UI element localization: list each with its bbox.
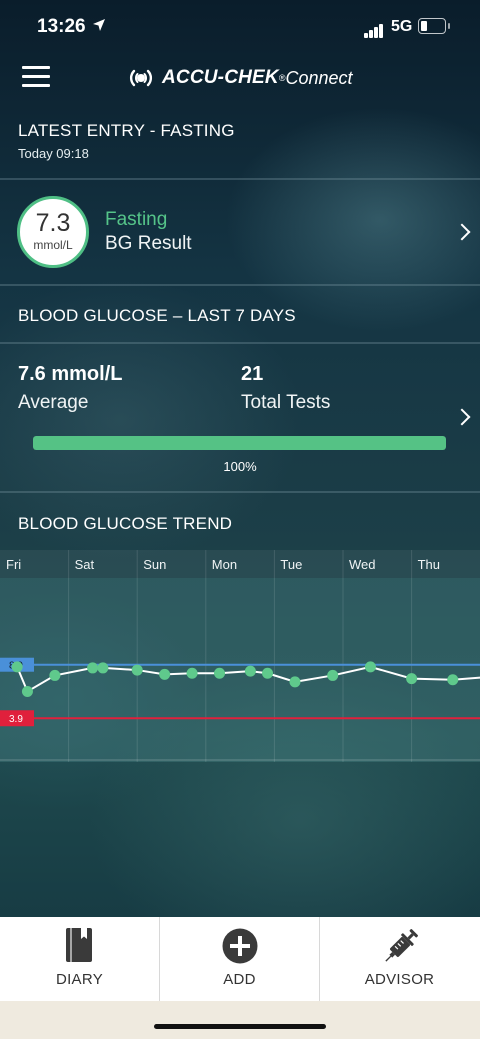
home-indicator[interactable] xyxy=(154,1024,326,1029)
glucose-data-point xyxy=(364,661,376,673)
chart-plot-area xyxy=(0,578,480,762)
meal-tag: Fasting xyxy=(105,209,168,230)
battery-icon xyxy=(418,18,450,34)
bottom-nav: DIARY ADD ADVISOR xyxy=(0,917,480,1001)
nav-add[interactable]: ADD xyxy=(160,917,319,1001)
glucose-data-point xyxy=(214,667,226,679)
accu-chek-logo-icon xyxy=(129,69,153,87)
signal-icon xyxy=(364,20,384,38)
glucose-data-point xyxy=(159,668,171,680)
latest-entry-title: LATEST ENTRY - FASTING xyxy=(18,121,235,140)
glucose-data-point xyxy=(87,662,99,674)
entry-type: BG Result xyxy=(105,233,192,254)
syringe-icon xyxy=(385,929,418,962)
glucose-data-point xyxy=(262,667,274,679)
location-arrow-icon xyxy=(93,19,105,31)
bg-value-circle: 7.3 mmol/L xyxy=(17,196,89,268)
last7-title: BLOOD GLUCOSE – LAST 7 DAYS xyxy=(18,306,296,325)
chart-background xyxy=(0,550,480,762)
nav-diary[interactable]: DIARY xyxy=(0,917,159,1001)
glucose-data-point xyxy=(327,669,339,681)
divider xyxy=(0,284,480,286)
progress-percent: 100% xyxy=(223,459,257,474)
chevron-right-icon[interactable] xyxy=(453,408,471,426)
glucose-data-point xyxy=(289,676,301,688)
latest-result-row[interactable]: 7.3 mmol/L Fasting BG Result xyxy=(0,180,480,284)
menu-icon[interactable] xyxy=(22,66,50,88)
status-time: 13:26 xyxy=(37,16,86,37)
nav-separator xyxy=(159,917,160,1001)
status-bar: 13:26 5G xyxy=(0,0,480,56)
divider xyxy=(0,342,480,344)
brand-connect: Connect xyxy=(285,67,353,88)
bg-value: 7.3 xyxy=(35,209,71,237)
diary-book-icon xyxy=(66,928,92,962)
nav-diary-label: DIARY xyxy=(55,971,104,988)
add-plus-icon xyxy=(222,928,258,964)
glucose-data-point xyxy=(21,685,33,697)
glucose-data-point xyxy=(97,662,109,674)
glucose-data-point xyxy=(244,665,256,677)
average-value: 7.6 mmol/L xyxy=(18,363,123,385)
trend-title: BLOOD GLUCOSE TREND xyxy=(18,514,233,533)
glucose-data-point xyxy=(131,664,143,676)
brand-registered: ® xyxy=(278,73,286,83)
lower-target-tag xyxy=(0,710,34,727)
home-indicator-area xyxy=(0,1001,480,1039)
day-label: Fri xyxy=(6,557,21,572)
network-type: 5G xyxy=(391,18,413,35)
tests-progress-bar xyxy=(33,436,446,450)
app-header: ACCU-CHEK ® Connect xyxy=(0,56,480,102)
nav-add-label: ADD xyxy=(223,971,256,988)
trend-chart-svg: FriSatSunMonTueWedThu8.93.9 xyxy=(0,550,480,762)
day-label: Thu xyxy=(418,557,440,572)
nav-advisor-label: ADVISOR xyxy=(364,971,435,988)
latest-entry-time: Today 09:18 xyxy=(18,146,89,161)
glucose-data-point xyxy=(49,669,61,681)
chevron-right-icon[interactable] xyxy=(453,223,471,241)
total-tests-label: Total Tests xyxy=(241,392,331,413)
background xyxy=(0,0,480,917)
divider xyxy=(0,178,480,180)
day-label: Sun xyxy=(143,557,166,572)
bg-unit: mmol/L xyxy=(33,238,73,252)
glucose-data-point xyxy=(186,667,198,679)
day-label: Tue xyxy=(280,557,302,572)
trend-chart[interactable]: FriSatSunMonTueWedThu8.93.9 xyxy=(0,550,480,762)
nav-advisor[interactable]: ADVISOR xyxy=(320,917,479,1001)
brand-name: ACCU-CHEK xyxy=(162,67,279,88)
average-label: Average xyxy=(18,392,89,413)
day-label: Sat xyxy=(75,557,95,572)
lower-target-label: 3.9 xyxy=(9,714,23,725)
last7-summary[interactable]: 7.6 mmol/L Average 21 Total Tests xyxy=(0,344,480,490)
glucose-data-point xyxy=(406,673,418,685)
day-label: Mon xyxy=(212,557,237,572)
divider xyxy=(0,491,480,493)
glucose-data-point xyxy=(447,674,459,686)
brand-logo: ACCU-CHEK ® Connect xyxy=(128,64,353,92)
day-label: Wed xyxy=(349,557,376,572)
glucose-data-point xyxy=(11,661,23,673)
nav-separator xyxy=(319,917,320,1001)
total-tests-value: 21 xyxy=(241,363,264,385)
progress-fill xyxy=(33,436,446,450)
